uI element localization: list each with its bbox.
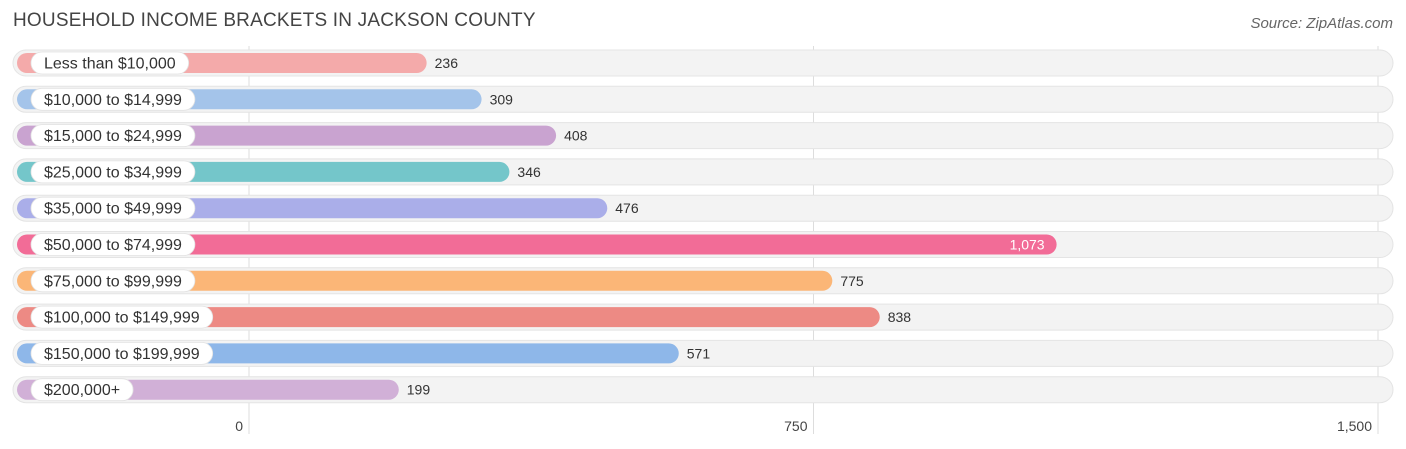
bar-row: $150,000 to $199,999 571 [12,339,1394,367]
category-label-pill [30,305,214,329]
category-label: $75,000 to $99,999 [44,273,182,290]
value-label: 571 [687,345,711,361]
value-label: 199 [407,382,431,398]
value-label: 1,073 [1010,237,1045,253]
value-label: 476 [615,200,639,216]
bar-rows: Less than $10,000 236 $10,000 to $14,999 30… [12,49,1394,404]
bar-row: $100,000 to $149,999 838 [12,303,1394,331]
category-label: $50,000 to $74,999 [44,237,182,254]
bar-row: $25,000 to $34,999 346 [12,158,1394,186]
x-axis-ticks: 0 750 1,500 [235,418,1372,434]
value-label: 309 [490,91,514,107]
value-label: 408 [564,128,588,144]
category-label: Less than $10,000 [44,56,176,73]
value-label: 346 [517,164,541,180]
category-label-pill [30,87,196,111]
category-label: $15,000 to $24,999 [44,128,182,145]
bar-row: $75,000 to $99,999 775 [12,267,1394,295]
category-label-pill [30,160,196,184]
category-label-pill [30,51,190,75]
bar-row: $10,000 to $14,999 309 [12,85,1394,113]
category-label: $25,000 to $34,999 [44,164,182,181]
category-label: $150,000 to $199,999 [44,346,200,363]
bar-row: Less than $10,000 236 [12,49,1394,77]
chart-source: Source: ZipAtlas.com [1250,15,1393,32]
category-label-pill [30,341,214,365]
bar [17,234,1057,255]
category-label: $200,000+ [44,382,120,399]
chart-title: HOUSEHOLD INCOME BRACKETS IN JACKSON COU… [13,10,536,31]
bar-row: $50,000 to $74,999 1,073 [12,231,1394,258]
category-label: $10,000 to $14,999 [44,92,182,109]
x-tick-label: 1,500 [1337,418,1372,434]
bar-row: $200,000+ 199 [12,376,1394,404]
category-label-pill [30,233,196,256]
category-label: $35,000 to $49,999 [44,201,182,218]
category-label-pill [30,378,134,402]
x-tick-label: 750 [784,418,808,434]
bar-row: $15,000 to $24,999 408 [12,122,1394,150]
category-label-pill [30,196,196,220]
value-label: 838 [888,309,912,325]
category-label-pill [30,269,196,293]
category-label-pill [30,124,196,147]
x-tick-label: 0 [235,418,243,434]
bar [17,270,833,291]
value-label: 236 [435,55,459,71]
category-label: $100,000 to $149,999 [44,310,200,327]
bar-row: $35,000 to $49,999 476 [12,194,1394,222]
bar [17,307,880,328]
value-label: 775 [840,273,864,289]
